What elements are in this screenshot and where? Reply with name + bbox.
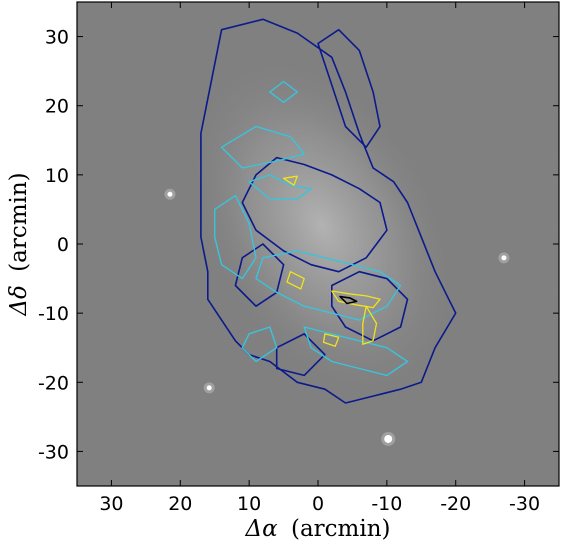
axis-ticks bbox=[77, 2, 559, 486]
x-axis-label: Δα (arcmin) bbox=[245, 516, 391, 542]
x-tick-label: 30 bbox=[99, 493, 123, 515]
contour-level-2 bbox=[214, 80, 409, 377]
contour-path bbox=[282, 175, 298, 186]
y-tick-labels: 30 20 10 0 -10 -20 -30 bbox=[38, 27, 69, 464]
x-tick-label: 10 bbox=[237, 493, 261, 515]
contour-path bbox=[339, 295, 358, 305]
plot-area bbox=[77, 2, 559, 486]
contour-path bbox=[322, 333, 340, 347]
contour-path bbox=[248, 174, 312, 200]
contour-path bbox=[331, 270, 409, 342]
y-tick-label: -30 bbox=[38, 441, 69, 463]
point-source bbox=[384, 434, 393, 443]
point-source bbox=[206, 385, 212, 391]
y-axis-label: Δδ (arcmin) bbox=[6, 172, 32, 316]
contour-path bbox=[269, 80, 298, 103]
y-tick-label: 10 bbox=[45, 165, 69, 187]
x-tick-label: -20 bbox=[440, 493, 471, 515]
contour-path bbox=[286, 271, 305, 290]
contour-path bbox=[275, 333, 326, 377]
contour-path bbox=[317, 28, 381, 148]
y-axis-label-unit: (arcmin) bbox=[6, 172, 32, 272]
point-source-layer bbox=[164, 188, 510, 446]
contour-path bbox=[241, 326, 278, 363]
y-tick-label: 20 bbox=[45, 96, 69, 118]
contour-path bbox=[241, 156, 388, 273]
x-tick-label: 0 bbox=[312, 493, 324, 515]
x-tick-label: 20 bbox=[168, 493, 192, 515]
contour-level-4 bbox=[339, 295, 358, 305]
y-tick-label: -10 bbox=[38, 303, 69, 325]
y-tick-label: 30 bbox=[45, 27, 69, 49]
point-source bbox=[501, 255, 507, 261]
contour-path bbox=[331, 290, 381, 309]
contour-level-3 bbox=[282, 175, 381, 347]
x-tick-labels: 30 20 10 0 -10 -20 -30 bbox=[99, 493, 540, 515]
contour-path bbox=[303, 326, 409, 377]
contour-path bbox=[362, 305, 378, 345]
galaxy-diffuse-emission bbox=[186, 53, 458, 399]
x-tick-label: -10 bbox=[371, 493, 402, 515]
x-tick-label: -30 bbox=[509, 493, 540, 515]
y-tick-label: 0 bbox=[57, 234, 69, 256]
x-axis-label-symbol: Δα bbox=[245, 516, 279, 542]
contour-layer bbox=[200, 18, 457, 404]
contour-path bbox=[220, 125, 305, 169]
point-source bbox=[167, 191, 173, 197]
contour-path bbox=[255, 250, 402, 321]
contour-path bbox=[214, 194, 257, 280]
x-axis-label-unit: (arcmin) bbox=[291, 516, 391, 542]
y-axis-label-symbol: Δδ bbox=[6, 285, 32, 316]
y-tick-label: -20 bbox=[38, 372, 69, 394]
